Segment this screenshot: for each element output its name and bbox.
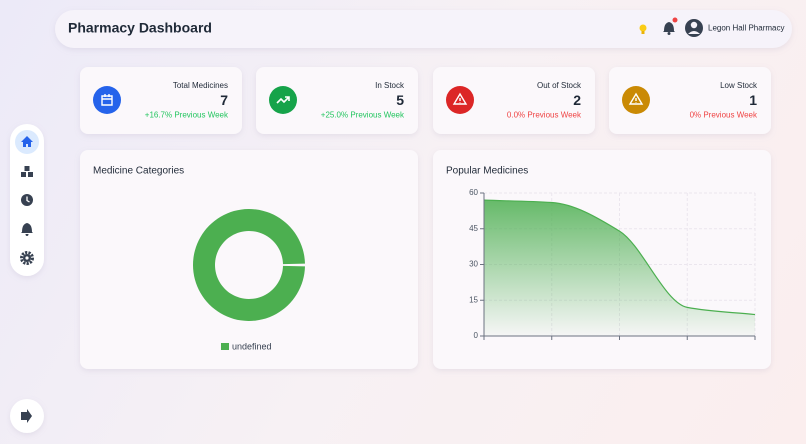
y-tick-label: 0 <box>474 331 479 340</box>
nav-inventory[interactable] <box>21 166 33 177</box>
card-icon-glyph <box>276 96 290 104</box>
donut-slice <box>193 209 305 322</box>
y-tick-label: 45 <box>469 224 478 233</box>
logout-icon <box>21 409 32 423</box>
theme-toggle[interactable] <box>639 24 647 35</box>
stat-change: +25.0% Previous Week <box>321 111 405 120</box>
card-icon-glyph <box>628 92 644 105</box>
nav-alerts[interactable] <box>21 223 33 236</box>
nav-settings[interactable] <box>20 251 34 265</box>
stat-card <box>256 67 418 134</box>
y-tick-label: 60 <box>469 188 478 197</box>
nav-home[interactable] <box>21 136 33 147</box>
stat-value: 7 <box>220 92 228 108</box>
stat-value: 1 <box>749 92 757 108</box>
legend-label: undefined <box>232 341 272 351</box>
user-name[interactable]: Legon Hall Pharmacy <box>708 24 784 33</box>
area-line <box>483 199 756 316</box>
stat-card <box>433 67 595 134</box>
chart-title: Popular Medicines <box>446 166 528 177</box>
card-icon <box>93 86 121 114</box>
stat-change: 0.0% Previous Week <box>507 111 582 120</box>
nav-history[interactable] <box>21 194 33 206</box>
legend-swatch <box>221 343 229 350</box>
stat-change: +16.7% Previous Week <box>145 111 229 120</box>
chart-title: Medicine Categories <box>93 166 184 177</box>
user-avatar[interactable] <box>685 19 703 37</box>
stat-card <box>80 67 242 134</box>
stat-label: Out of Stock <box>537 81 582 90</box>
area-fill <box>484 200 755 336</box>
header-title: Pharmacy Dashboard <box>68 20 212 36</box>
stat-label: In Stock <box>375 81 405 90</box>
notifications[interactable] <box>663 17 678 36</box>
stat-value: 5 <box>396 92 404 108</box>
stat-label: Low Stock <box>720 81 758 90</box>
y-tick-label: 30 <box>469 260 478 269</box>
stat-label: Total Medicines <box>173 81 228 90</box>
card-icon-glyph <box>101 94 113 106</box>
y-tick-label: 15 <box>469 295 478 304</box>
stat-change: 0% Previous Week <box>690 111 758 120</box>
header-bar <box>55 10 792 48</box>
card-icon-glyph <box>452 92 468 105</box>
stat-value: 2 <box>573 92 581 108</box>
stat-card <box>609 67 771 134</box>
chart-panel <box>80 150 418 369</box>
